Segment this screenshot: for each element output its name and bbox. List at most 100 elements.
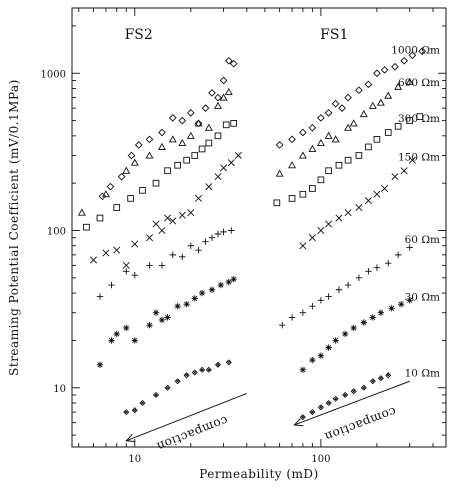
data-point [373,264,381,271]
data-point [369,314,376,321]
data-point [309,409,316,416]
data-point [108,281,115,289]
data-point [158,316,166,324]
compaction-arrow-head [125,433,136,442]
data-point [317,352,325,359]
data-point [217,281,225,289]
data-point [308,234,316,242]
data-points [77,47,427,421]
data-point [385,259,392,267]
data-point [384,129,392,136]
plot-frame [71,7,447,448]
data-point [325,167,332,175]
data-point [416,113,424,120]
data-point [164,167,171,175]
data-point [376,98,385,106]
data-point [344,281,352,289]
data-point [164,314,171,321]
data-point [384,91,393,99]
data-point [101,190,110,198]
data-point [96,293,104,300]
data-point [332,337,339,344]
data-point [187,242,195,249]
data-point [391,62,399,71]
data-point [394,82,403,90]
data-point [131,271,138,279]
data-point [344,93,352,102]
data-point [234,151,242,159]
data-point [152,220,160,228]
data-point [377,375,384,382]
data-point [117,172,126,181]
data-point [275,169,284,177]
data-point [373,190,381,198]
data-point [145,135,154,144]
data-point [191,369,198,376]
data-point [131,337,138,344]
data-point [394,122,402,130]
data-point [377,309,385,316]
data-point [77,208,86,216]
data-point [309,356,316,364]
data-point [152,391,160,398]
x-tick-label: 100 [311,454,330,465]
data-point [201,104,210,112]
data-point [98,192,107,201]
compaction-arrow-shaft [126,392,248,442]
data-point [299,366,307,374]
data-point [316,138,325,147]
data-point [288,195,296,202]
data-point [220,164,228,172]
data-point [342,391,349,398]
data-point [273,199,281,207]
data-point [214,173,222,181]
data-point [317,297,325,304]
compaction-label: compaction [155,413,230,454]
data-point [299,309,307,316]
data-point [139,399,146,407]
data-point [168,114,177,122]
data-point [198,145,206,153]
data-point [214,101,222,109]
data-point [208,286,216,293]
data-point [123,409,130,416]
data-point [349,119,358,127]
data-point [391,173,399,181]
data-point [219,93,228,101]
data-point [408,156,416,164]
data-point [309,185,316,192]
data-point [369,378,376,385]
data-point [299,190,307,198]
data-point [225,278,232,286]
data-point [122,166,131,174]
data-point [130,158,139,166]
data-point [96,361,104,368]
data-point [205,366,212,373]
data-point [359,109,368,118]
data-point [408,51,417,60]
data-point [194,119,203,127]
data-point [406,297,413,304]
data-point [183,372,190,379]
data-point [299,414,306,421]
data-point [169,217,177,225]
data-point [194,119,203,128]
data-point [298,151,307,159]
data-point [152,309,160,316]
data-point [230,120,238,127]
series-label: 10 Ωm [405,368,440,380]
data-point [106,182,115,191]
data-point [229,59,238,68]
data-point [275,141,284,149]
data-point [83,223,90,231]
data-point [325,399,332,407]
data-point [288,161,297,169]
data-point [145,151,154,159]
panel-label: FS2 [125,27,153,43]
data-point [174,378,181,385]
data-point [194,194,203,202]
data-point [198,289,206,297]
data-point [388,305,395,312]
data-point [174,161,181,169]
